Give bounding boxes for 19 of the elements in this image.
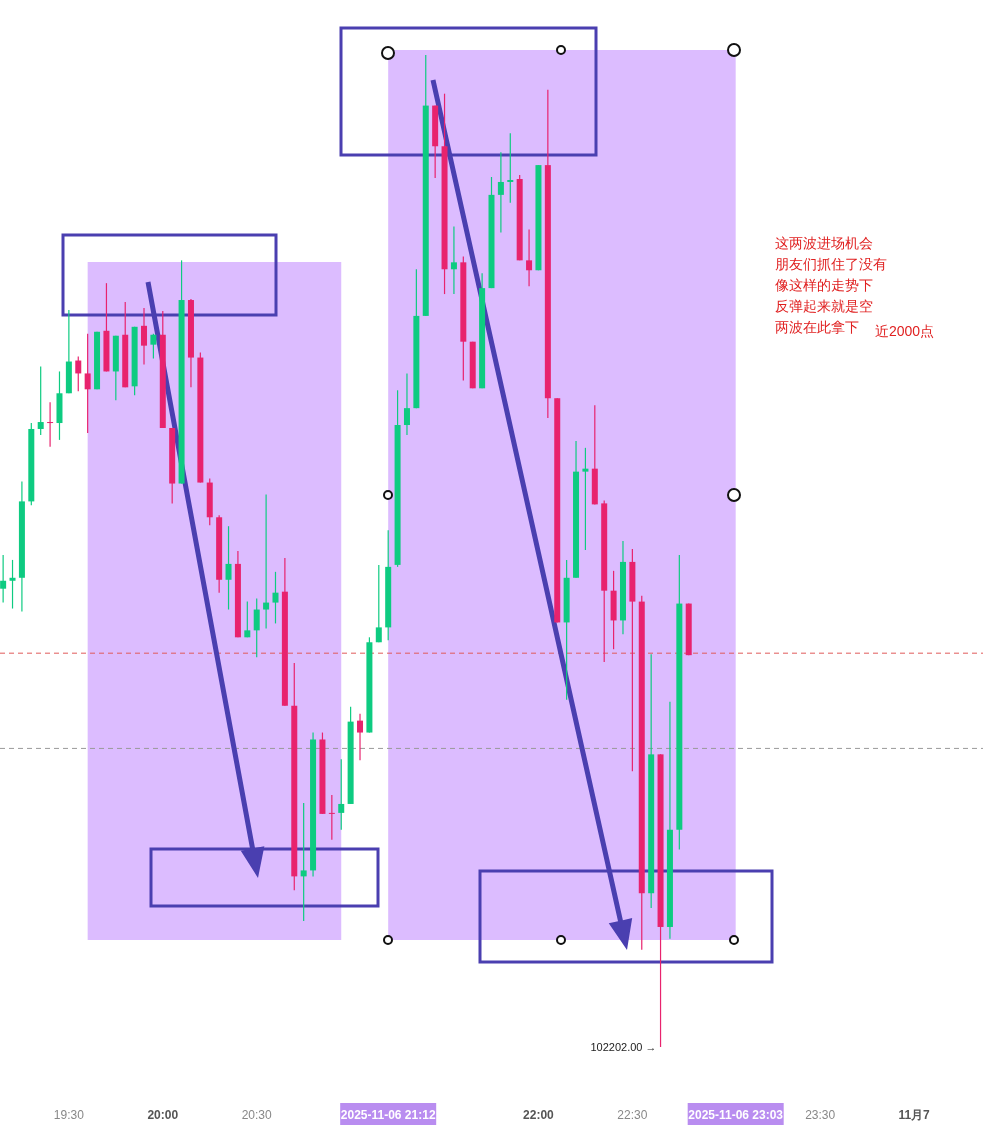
x-tick-label: 23:30 bbox=[805, 1108, 836, 1122]
x-tick-label: 2025-11-06 23:03 bbox=[688, 1108, 784, 1122]
candlestick bbox=[94, 331, 101, 390]
x-tick-label: 20:30 bbox=[241, 1108, 273, 1122]
x-tick-label: 11月7 bbox=[898, 1108, 931, 1122]
annotation: 朋友们抓住了没有 bbox=[775, 256, 887, 272]
annotation: 像这样的走势下 bbox=[775, 277, 873, 293]
annotation: 近2000点 bbox=[875, 323, 935, 339]
candlestick bbox=[469, 341, 476, 389]
x-tick-label: 20:00 bbox=[147, 1108, 179, 1122]
annotation: 两波在此拿下 bbox=[775, 319, 859, 335]
annotation: 这两波进场机会 bbox=[775, 235, 873, 251]
x-tick-label: 22:30 bbox=[617, 1108, 648, 1122]
candlestick bbox=[685, 602, 692, 656]
annotation: 反弹起来就是空 bbox=[775, 298, 873, 314]
x-tick-label: 19:30 bbox=[53, 1108, 85, 1122]
x-tick-label: 22:00 bbox=[523, 1108, 555, 1122]
annotation: 102202.00 → bbox=[590, 1041, 657, 1053]
x-tick-label: 2025-11-06 21:12 bbox=[340, 1108, 436, 1122]
